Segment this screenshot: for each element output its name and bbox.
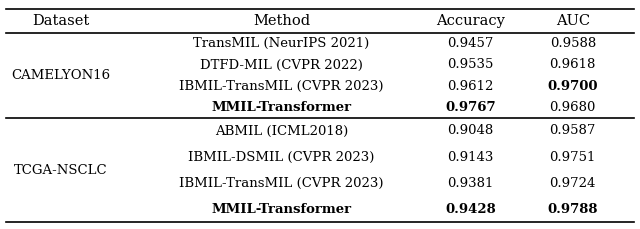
Text: 0.9700: 0.9700 [548,80,598,93]
Text: 0.9612: 0.9612 [447,80,493,93]
Text: 0.9428: 0.9428 [445,203,496,216]
Text: Dataset: Dataset [32,14,90,28]
Text: 0.9587: 0.9587 [550,124,596,137]
Text: 0.9724: 0.9724 [550,177,596,190]
Text: 0.9680: 0.9680 [550,101,596,114]
Text: 0.9788: 0.9788 [548,203,598,216]
Text: 0.9535: 0.9535 [447,58,493,71]
Text: 0.9751: 0.9751 [550,150,596,164]
Text: TCGA-NSCLC: TCGA-NSCLC [14,164,108,177]
Text: 0.9143: 0.9143 [447,150,493,164]
Text: IBMIL-DSMIL (CVPR 2023): IBMIL-DSMIL (CVPR 2023) [188,150,375,164]
Text: Accuracy: Accuracy [436,14,505,28]
Text: 0.9618: 0.9618 [550,58,596,71]
Text: CAMELYON16: CAMELYON16 [12,69,110,82]
Text: 0.9381: 0.9381 [447,177,493,190]
Text: DTFD-MIL (CVPR 2022): DTFD-MIL (CVPR 2022) [200,58,363,71]
Text: ABMIL (ICML2018): ABMIL (ICML2018) [215,124,348,137]
Text: 0.9767: 0.9767 [445,101,496,114]
Text: Method: Method [253,14,310,28]
Text: 0.9457: 0.9457 [447,37,493,50]
Text: TransMIL (NeurIPS 2021): TransMIL (NeurIPS 2021) [193,37,370,50]
Text: AUC: AUC [556,14,590,28]
Text: MMIL-Transformer: MMIL-Transformer [212,101,351,114]
Text: 0.9588: 0.9588 [550,37,596,50]
Text: IBMIL-TransMIL (CVPR 2023): IBMIL-TransMIL (CVPR 2023) [179,80,384,93]
Text: IBMIL-TransMIL (CVPR 2023): IBMIL-TransMIL (CVPR 2023) [179,177,384,190]
Text: MMIL-Transformer: MMIL-Transformer [212,203,351,216]
Text: 0.9048: 0.9048 [447,124,493,137]
